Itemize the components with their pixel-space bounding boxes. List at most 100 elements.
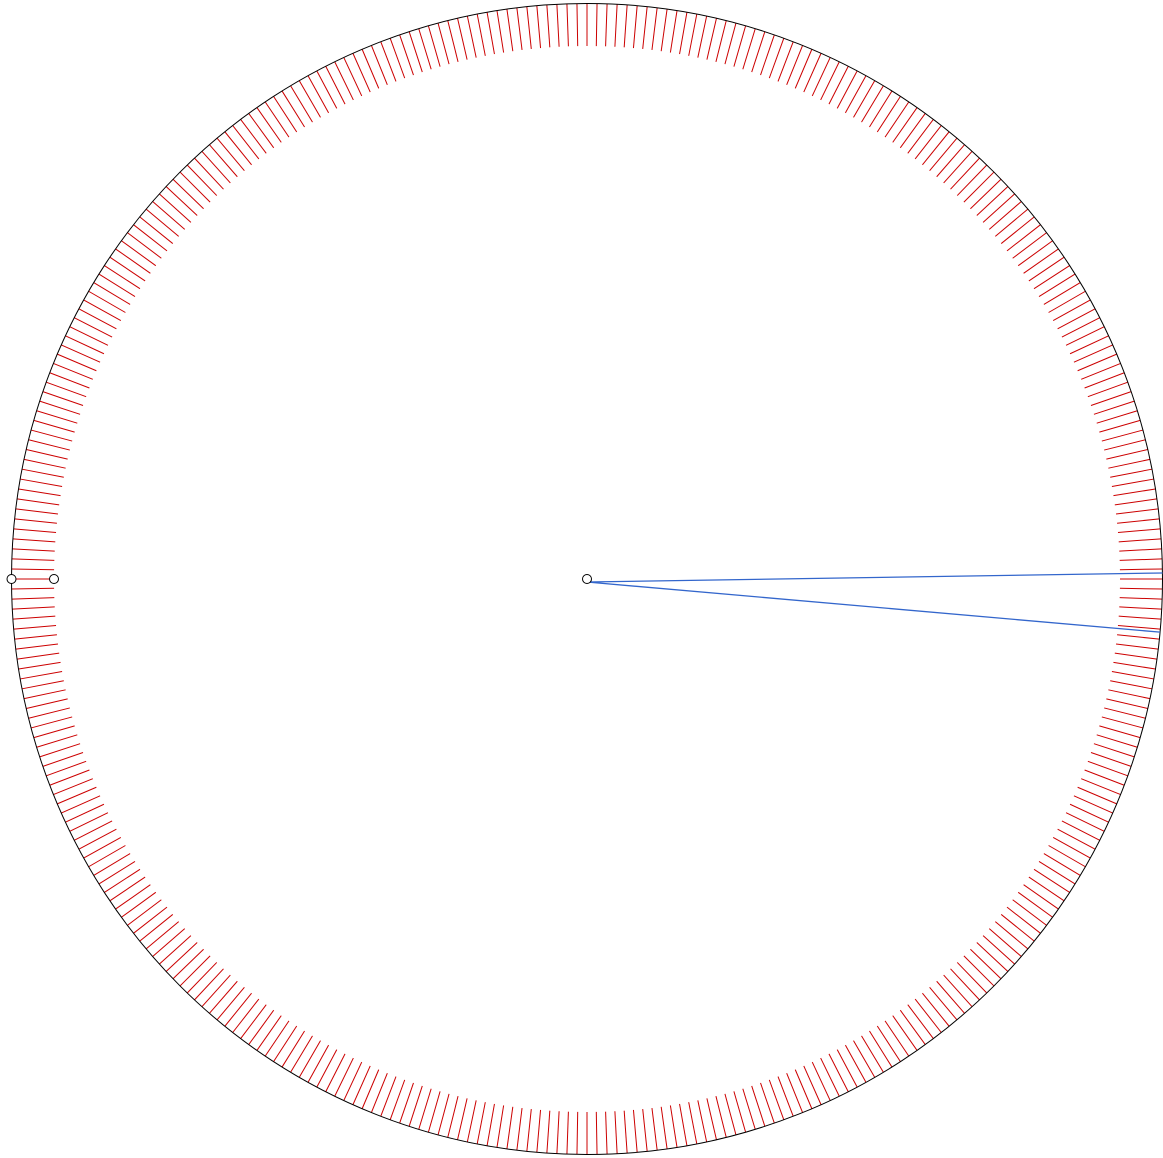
tick-mark: [139, 914, 174, 942]
tick-mark: [65, 335, 105, 355]
tick-mark: [1115, 508, 1159, 515]
tick-mark: [399, 34, 414, 76]
tick-mark: [526, 6, 532, 49]
tick-mark: [115, 884, 151, 910]
tick-mark: [158, 193, 192, 223]
tick-mark: [145, 208, 180, 237]
tick-mark: [457, 18, 468, 60]
tick-mark: [18, 661, 61, 670]
tick-mark: [1077, 786, 1117, 805]
tick-mark: [828, 1053, 849, 1092]
tick-inner-point[interactable]: [49, 574, 59, 584]
tick-mark: [457, 1098, 468, 1140]
tick-mark: [437, 22, 450, 65]
tick-mark: [248, 113, 275, 149]
tick-mark: [994, 921, 1029, 950]
tick-mark: [20, 671, 63, 680]
tick-mark: [929, 137, 958, 172]
tick-mark: [697, 15, 708, 58]
tick-mark: [61, 795, 101, 814]
tick-mark: [361, 1069, 380, 1109]
tick-mark: [853, 80, 876, 118]
tick-mark: [88, 845, 126, 868]
tick-mark: [794, 1069, 813, 1109]
tick-mark: [943, 150, 973, 184]
tick-mark: [907, 1004, 934, 1039]
ray-lower: [586, 581, 1161, 633]
tick-mark: [307, 75, 330, 114]
tick-mark: [1043, 853, 1081, 876]
tick-mark: [232, 998, 260, 1033]
tick-mark: [950, 968, 980, 1001]
tick-mark: [343, 1061, 363, 1101]
tick-mark: [298, 1040, 321, 1078]
tick-mark: [844, 75, 867, 114]
tick-mark: [892, 1015, 918, 1051]
tick-mark: [556, 1111, 560, 1154]
tick-mark: [1099, 419, 1141, 433]
tick-mark: [506, 9, 514, 52]
tick-mark: [14, 518, 57, 524]
tick-mark: [836, 1049, 858, 1088]
tick-mark: [109, 876, 146, 902]
tick-mark: [165, 186, 198, 216]
tick-mark: [956, 164, 988, 196]
tick-mark: [186, 164, 218, 196]
tick-mark: [777, 41, 794, 82]
tick-mark: [352, 1065, 371, 1105]
tick-mark: [943, 974, 973, 1008]
tick-mark: [127, 899, 162, 926]
tick-mark: [361, 49, 380, 89]
tick-mark: [751, 31, 766, 73]
tick-mark: [127, 232, 162, 259]
tick-mark: [1096, 734, 1138, 748]
tick-mark: [688, 13, 698, 56]
tick-mark: [418, 1088, 432, 1130]
tick-mark: [186, 962, 218, 994]
tick-mark: [811, 1061, 831, 1101]
circle-edge-point[interactable]: [6, 574, 17, 584]
tick-mark: [49, 769, 90, 786]
tick-mark: [950, 157, 980, 190]
tick-mark: [1061, 317, 1100, 338]
tick-mark: [1084, 372, 1125, 389]
tick-mark: [1119, 597, 1163, 600]
tick-mark: [216, 137, 245, 172]
tick-mark: [240, 1004, 267, 1039]
tick-mark: [194, 157, 224, 190]
tick-mark: [844, 1044, 867, 1083]
tick-mark: [380, 41, 397, 82]
tick-mark: [811, 57, 831, 97]
tick-mark: [679, 12, 688, 55]
tick-mark: [1113, 488, 1156, 497]
tick-mark: [1081, 778, 1121, 796]
tick-mark: [78, 308, 117, 330]
tick-mark: [724, 22, 737, 65]
tick-mark: [556, 4, 560, 47]
tick-mark: [803, 53, 822, 93]
tick-mark: [1038, 861, 1076, 885]
tick-mark: [884, 101, 910, 138]
tick-mark: [566, 1111, 569, 1155]
tick-mark: [224, 992, 252, 1027]
tick-mark: [26, 449, 68, 460]
tick-mark: [605, 1111, 608, 1155]
degree-ticks: [11, 3, 1163, 1155]
tick-mark: [389, 1079, 406, 1120]
tick-mark: [476, 1102, 486, 1145]
tick-mark: [23, 689, 66, 700]
tick-mark: [466, 1100, 477, 1143]
tick-mark: [109, 256, 146, 282]
tick-mark: [982, 193, 1016, 223]
tick-mark: [595, 3, 598, 47]
tick-mark: [697, 1100, 708, 1143]
tick-mark: [1117, 624, 1161, 630]
tick-mark: [733, 25, 747, 67]
tick-mark: [98, 861, 136, 885]
center-point[interactable]: [582, 574, 592, 584]
tick-mark: [994, 208, 1029, 237]
tick-mark: [1000, 216, 1035, 244]
tick-mark: [216, 986, 245, 1021]
tick-mark: [316, 70, 338, 109]
tick-mark: [1012, 232, 1047, 259]
